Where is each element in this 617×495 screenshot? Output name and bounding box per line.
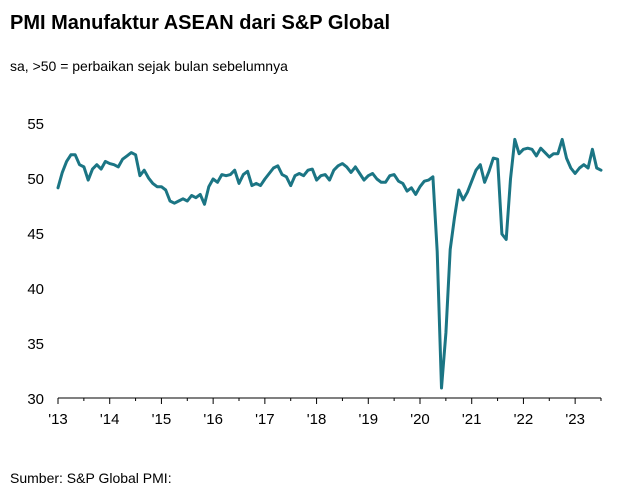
x-tick-label: '16 [203,411,223,428]
y-tick-label: 45 [27,226,44,243]
y-tick-label: 40 [27,281,44,298]
source-note: Sumber: S&P Global PMI: [10,470,172,486]
x-tick-label: '14 [100,411,120,428]
y-tick-label: 30 [27,391,44,408]
x-axis: '13 '14 '15 '16 '17 '18 '19 '20 '21 '22 '23 [48,397,602,428]
x-tick-label: '13 [48,411,68,428]
x-tick-label: '20 [410,411,430,428]
y-axis-labels: 30 35 40 45 50 55 [27,116,44,408]
y-tick-label: 55 [27,116,44,133]
y-tick-label: 35 [27,336,44,353]
x-tick-label: '17 [255,411,275,428]
x-tick-label: '15 [152,411,172,428]
x-tick-label: '21 [462,411,482,428]
x-tick-label: '22 [514,411,534,428]
chart-title: PMI Manufaktur ASEAN dari S&P Global [10,12,391,34]
x-tick-label: '18 [307,411,327,428]
x-tick-label: '23 [565,411,585,428]
pmi-series-line [56,137,603,390]
series-group [56,137,603,390]
y-tick-label: 50 [27,171,44,188]
x-tick-label: '19 [359,411,379,428]
chart-subtitle: sa, >50 = perbaikan sejak bulan sebelumn… [10,58,288,74]
